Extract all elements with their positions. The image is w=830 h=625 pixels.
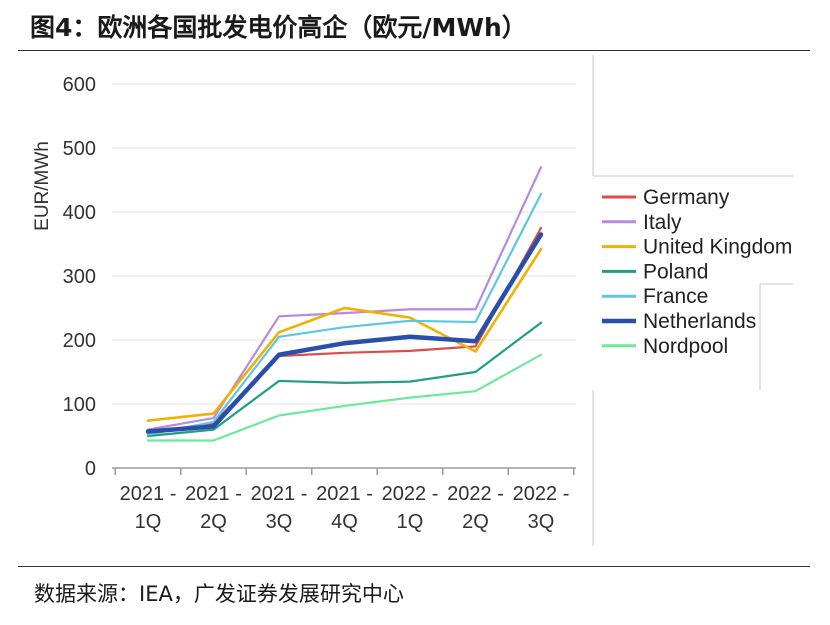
legend-label-netherlands: Netherlands: [643, 310, 756, 333]
series-line-italy: [146, 166, 543, 431]
series-line-nordpool: [146, 353, 543, 442]
y-tick-label-300: 300: [63, 266, 96, 288]
legend-label-france: France: [643, 285, 708, 308]
bottom-rule: [18, 566, 810, 567]
x-tick-label: 2021 -3Q: [251, 483, 308, 533]
x-tick-label: 2021 -2Q: [185, 483, 242, 533]
y-tick-label-600: 600: [63, 74, 96, 96]
legend-label-united-kingdom: United Kingdom: [643, 236, 792, 259]
y-tick-label-100: 100: [63, 394, 96, 416]
y-tick-label-400: 400: [63, 202, 96, 224]
legend-label-nordpool: Nordpool: [643, 335, 728, 358]
x-tick-label: 2021 -4Q: [316, 483, 373, 533]
y-tick-label-200: 200: [63, 330, 96, 352]
y-tick-label-0: 0: [85, 458, 96, 480]
series-line-netherlands: [145, 232, 544, 434]
legend-label-germany: Germany: [643, 186, 730, 209]
series-line-united-kingdom: [146, 247, 543, 422]
source-note: 数据来源：IEA，广发证券发展研究中心: [34, 582, 404, 606]
y-axis-title: EUR/MWh: [32, 141, 53, 231]
x-tick-label: 2022 -2Q: [447, 483, 504, 533]
chart-frame: [112, 55, 793, 546]
y-axis-ticks: 0 100 200 300 400 500 600: [63, 74, 96, 480]
y-tick-label-500: 500: [63, 138, 96, 160]
series-line-poland: [146, 321, 543, 438]
legend-label-poland: Poland: [643, 260, 708, 283]
series-lines: [145, 166, 544, 442]
figure-title: 图4：欧洲各国批发电价高企（欧元/MWh）: [30, 13, 527, 42]
series-line-france: [146, 192, 543, 436]
x-tick-label: 2021 -1Q: [120, 483, 177, 533]
x-tick-label: 2022 -3Q: [513, 483, 570, 533]
legend-label-italy: Italy: [643, 211, 682, 234]
top-rule: [18, 50, 810, 51]
x-tick-label: 2022 -1Q: [382, 483, 439, 533]
